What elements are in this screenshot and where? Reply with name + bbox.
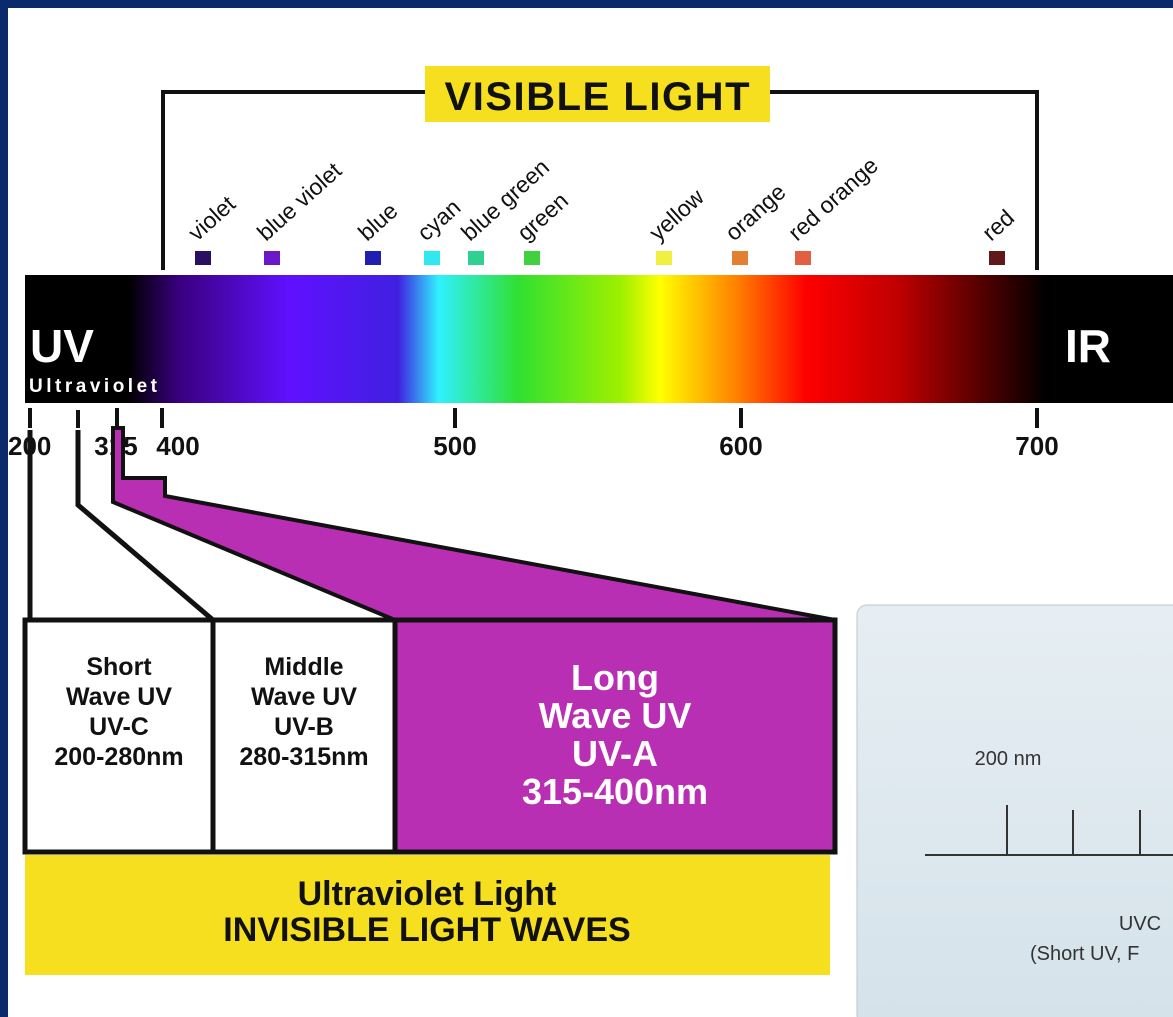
tick-label: 600 <box>719 431 762 461</box>
ir-label: IR <box>1065 320 1111 372</box>
color-swatch <box>732 251 748 265</box>
footer-text: INVISIBLE LIGHT WAVES <box>223 911 630 949</box>
inset-panel <box>856 604 1173 1017</box>
band-box <box>210 617 398 855</box>
uv-sublabel: Ultraviolet <box>29 376 158 397</box>
inset-axis <box>925 805 1173 856</box>
inset-axis-label: 200 nm <box>975 748 1042 770</box>
title: VISIBLE LIGHT <box>445 75 750 119</box>
color-swatch <box>424 251 440 265</box>
band-text: Short <box>86 653 152 681</box>
band-text: UV-B <box>274 713 334 741</box>
band-text: UV-A <box>572 733 658 774</box>
band-text: UV-C <box>89 713 149 741</box>
tick-label: 400 <box>156 431 199 461</box>
connector-lines <box>27 430 215 622</box>
color-swatch <box>795 251 811 265</box>
color-swatch <box>365 251 381 265</box>
tick-label: 500 <box>433 431 476 461</box>
spectrum-bar <box>25 275 1173 403</box>
uva-connector <box>111 426 836 622</box>
color-swatch <box>989 251 1005 265</box>
band-text: 315-400nm <box>522 771 708 812</box>
band-text: Wave UV <box>66 683 172 711</box>
footer-box <box>25 855 830 975</box>
color-swatch <box>264 251 280 265</box>
color-swatch <box>195 251 211 265</box>
band-text: Wave UV <box>251 683 357 711</box>
uv-label: UV <box>30 320 94 372</box>
footer-text: Ultraviolet Light <box>298 875 557 913</box>
color-swatch <box>468 251 484 265</box>
band-box <box>22 617 216 855</box>
tick-label: 700 <box>1015 431 1058 461</box>
color-swatch <box>524 251 540 265</box>
title-box <box>425 66 770 122</box>
inset-band-sub: (Short UV, F <box>1030 943 1139 965</box>
band-text: Long <box>571 657 659 698</box>
color-swatch <box>656 251 672 265</box>
band-text: 280-315nm <box>239 743 368 771</box>
band-text: Middle <box>264 653 343 681</box>
band-box <box>392 617 838 855</box>
inset-band: UVC <box>1119 913 1161 935</box>
band-text: 200-280nm <box>54 743 183 771</box>
band-text: Wave UV <box>539 695 692 736</box>
